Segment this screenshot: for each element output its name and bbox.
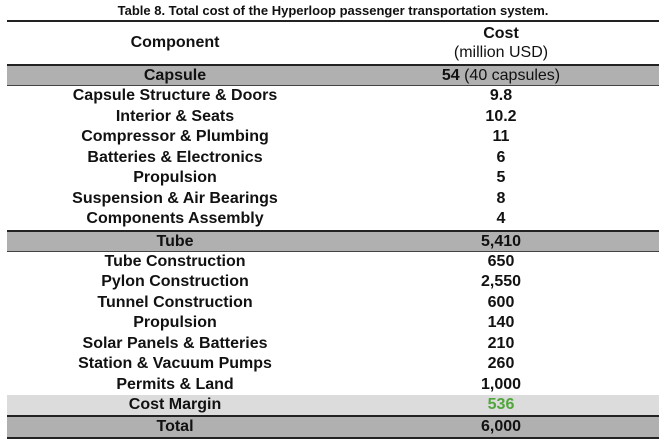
row-label: Station & Vacuum Pumps	[78, 355, 272, 372]
cost-column-header: Cost (million USD)	[343, 20, 659, 65]
tube-group-label: Tube	[7, 229, 343, 252]
row-label: Suspension & Air Bearings	[72, 189, 278, 207]
row-label: Compressor & Plumbing	[81, 128, 269, 145]
row-value: 260	[487, 355, 515, 372]
cost-margin-row: Cost Margin 536	[7, 395, 659, 416]
row-value: 140	[487, 314, 515, 331]
tube-group-value: 5,410	[343, 229, 659, 252]
cost-table: Component Cost (million USD) Capsule 54 …	[7, 20, 659, 439]
capsule-total-value: 54	[441, 67, 460, 84]
row-value: 650	[487, 252, 515, 270]
row-label: Capsule Structure & Doors	[72, 87, 278, 104]
row-value: 8	[496, 189, 506, 207]
table-row: Tunnel Construction 600	[7, 293, 659, 314]
row-value: 210	[487, 334, 515, 352]
row-value: 2,550	[480, 273, 522, 290]
row-label: Tunnel Construction	[97, 293, 253, 311]
table-row: Compressor & Plumbing 11	[7, 127, 659, 148]
tube-group-row: Tube 5,410	[7, 229, 659, 252]
row-label: Tube Construction	[104, 252, 246, 270]
capsule-count-note: (40 capsules)	[459, 67, 561, 84]
table-row: Pylon Construction 2,550	[7, 272, 659, 293]
table-row: Tube Construction 650	[7, 251, 659, 272]
table-row: Batteries & Electronics 6	[7, 148, 659, 169]
row-label: Permits & Land	[116, 375, 234, 393]
cost-header-unit: (million USD)	[453, 44, 549, 61]
table-row: Station & Vacuum Pumps 260	[7, 354, 659, 375]
total-label: Total	[7, 415, 343, 439]
total-row: Total 6,000	[7, 415, 659, 439]
row-value: 4	[496, 210, 506, 227]
table-row: Components Assembly 4	[7, 209, 659, 231]
row-value: 1,000	[480, 375, 522, 393]
cost-header-title: Cost	[483, 25, 519, 42]
row-label: Solar Panels & Batteries	[82, 334, 268, 352]
row-label: Components Assembly	[86, 210, 264, 227]
table-caption: Table 8. Total cost of the Hyperloop pas…	[117, 3, 549, 18]
table-row: Interior & Seats 10.2	[7, 107, 659, 128]
row-label: Propulsion	[133, 169, 217, 186]
row-value: 11	[492, 128, 510, 145]
table-row: Propulsion 140	[7, 313, 659, 334]
row-value: 600	[487, 293, 515, 311]
row-value: 6	[496, 148, 506, 166]
table-header-row: Component Cost (million USD)	[7, 20, 659, 65]
row-value: 5	[496, 169, 506, 186]
total-value: 6,000	[343, 415, 659, 439]
table-row: Solar Panels & Batteries 210	[7, 334, 659, 355]
row-value: 9.8	[489, 87, 513, 104]
row-value: 10.2	[485, 107, 517, 125]
table-row: Suspension & Air Bearings 8	[7, 189, 659, 210]
capsule-group-label: Capsule	[7, 64, 343, 86]
row-label: Propulsion	[133, 314, 217, 331]
row-label: Interior & Seats	[115, 107, 235, 125]
capsule-group-row: Capsule 54 (40 capsules)	[7, 64, 659, 86]
row-label: Pylon Construction	[101, 273, 249, 290]
row-label: Batteries & Electronics	[87, 148, 263, 166]
cost-margin-label: Cost Margin	[7, 395, 343, 416]
table-row: Permits & Land 1,000	[7, 375, 659, 396]
cost-margin-value: 536	[343, 395, 659, 416]
table-row: Propulsion 5	[7, 168, 659, 189]
component-column-header: Component	[7, 20, 343, 65]
capsule-group-value: 54 (40 capsules)	[343, 64, 659, 86]
table-row: Capsule Structure & Doors 9.8	[7, 86, 659, 107]
